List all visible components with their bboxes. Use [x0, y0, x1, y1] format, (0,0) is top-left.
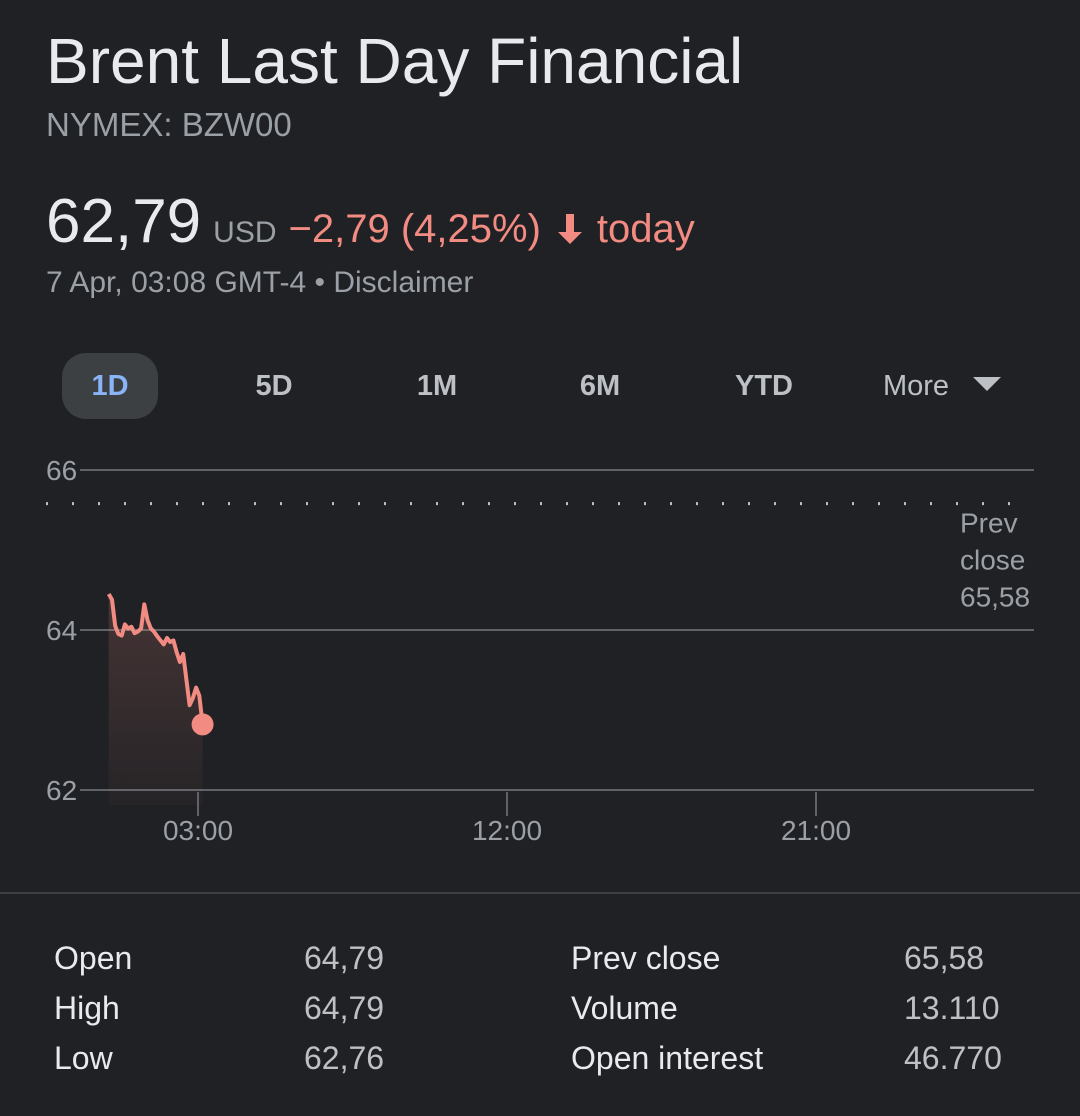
- more-label: More: [882, 370, 950, 402]
- y-tick-label: 62: [46, 775, 77, 806]
- meta-separator: •: [306, 266, 334, 299]
- x-tick-label: 21:00: [781, 815, 851, 846]
- stat-label: Open: [54, 940, 133, 976]
- stat-label: High: [54, 990, 120, 1026]
- stat-row-prev-close: Prev close 65,58: [571, 940, 1021, 990]
- chart-area-fill: [108, 594, 203, 805]
- tab-1m[interactable]: 1M: [416, 370, 458, 402]
- stat-row-high: High 64,79: [54, 990, 394, 1040]
- stat-value: 65,58: [904, 940, 985, 976]
- stat-value: 64,79: [304, 990, 385, 1026]
- y-tick-label: 66: [46, 455, 77, 486]
- price-row: 62,79 USD −2,79 (4,25%) today: [46, 186, 695, 257]
- stat-row-volume: Volume 13.110: [571, 990, 1021, 1040]
- price-change: −2,79 (4,25%): [288, 207, 541, 251]
- price-chart[interactable]: 66 64 62 Prev close 65,58 03:00 12:00 21:00: [0, 440, 1080, 870]
- stat-value: 46.770: [904, 1040, 1002, 1076]
- x-tick-label: 03:00: [163, 815, 233, 846]
- stat-row-open-interest: Open interest 46.770: [571, 1040, 1021, 1090]
- prev-close-label: close: [960, 545, 1025, 576]
- quote-meta: 7 Apr, 03:08 GMT-4 • Disclaimer: [46, 266, 473, 300]
- quote-timestamp: 7 Apr, 03:08 GMT-4: [46, 266, 307, 299]
- stat-label: Volume: [571, 990, 678, 1026]
- stat-value: 13.110: [904, 990, 1000, 1026]
- change-period: today: [596, 207, 695, 251]
- tab-5d[interactable]: 5D: [255, 370, 293, 402]
- stat-value: 62,76: [304, 1040, 385, 1076]
- stat-row-low: Low 62,76: [54, 1040, 394, 1090]
- tab-ytd[interactable]: YTD: [735, 370, 793, 402]
- stat-label: Prev close: [571, 940, 721, 976]
- section-divider: [0, 892, 1080, 894]
- current-price: 62,79: [46, 187, 202, 256]
- disclaimer-link[interactable]: Disclaimer: [333, 266, 474, 299]
- stat-row-open: Open 64,79: [54, 940, 394, 990]
- x-tick-label: 12:00: [472, 815, 542, 846]
- instrument-title: Brent Last Day Financial: [46, 25, 744, 97]
- last-price-dot: [191, 713, 214, 736]
- stat-label: Open interest: [571, 1040, 764, 1076]
- prev-close-label: Prev: [960, 508, 1018, 539]
- arrow-down-icon: [553, 212, 587, 246]
- tab-6m[interactable]: 6M: [579, 370, 621, 402]
- ticker-symbol: NYMEX: BZW00: [46, 106, 292, 143]
- chevron-down-icon: [973, 377, 1002, 392]
- tab-1d[interactable]: 1D: [62, 353, 158, 419]
- stat-label: Low: [54, 1040, 113, 1076]
- currency-code: USD: [213, 216, 277, 249]
- stat-value: 64,79: [304, 940, 385, 976]
- y-tick-label: 64: [46, 615, 77, 646]
- price-line: [106, 592, 205, 725]
- tab-more[interactable]: More: [862, 353, 1022, 419]
- range-tabs: 1D 5D 1M 6M YTD More: [62, 353, 1022, 419]
- prev-close-value: 65,58: [960, 582, 1030, 613]
